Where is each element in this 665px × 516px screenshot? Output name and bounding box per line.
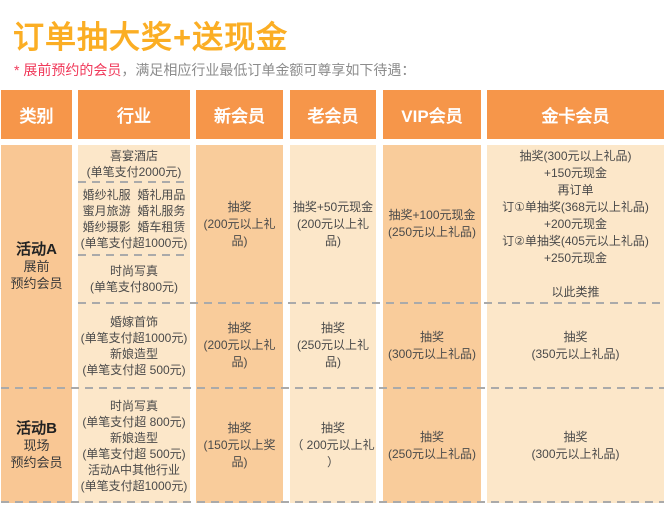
- header-industry: 行业: [78, 90, 190, 139]
- divider-groupA-groupB: [1, 387, 664, 389]
- cell-categoryB: 活动B 现场 预约会员: [10, 420, 63, 470]
- column-bg-old-member: [290, 145, 376, 503]
- page-subtitle: * 展前预约的会员，满足相应行业最低订单金额可尊享如下待遇：: [14, 60, 415, 80]
- cell-A2-old-member: 抽奖 (250元以上礼品): [296, 321, 370, 369]
- page-title: 订单抽大奖+送现金: [13, 20, 289, 55]
- cell-A2-vip-member: 抽奖 (300元以上礼品): [387, 329, 476, 361]
- cell-B-new-member: 抽奖 (150元以上奖品): [203, 421, 276, 469]
- cell-industryA-3: 时尚写真 (单笔支付800元): [89, 264, 178, 294]
- divider-rowA1-rowA2: [78, 302, 664, 304]
- header-new-member: 新会员: [196, 90, 283, 139]
- header-gold-member: 金卡会员: [487, 90, 664, 139]
- cell-A1-gold-member: 抽奖(300元以上礼品) +150元现金 再订单 订①单抽奖(368元以上礼品) +20…: [502, 148, 649, 299]
- header-old-member: 老会员: [290, 90, 376, 139]
- subtitle-rest: ，满足相应行业最低订单金额可尊享如下待遇：: [121, 62, 416, 78]
- cell-A1-old-member: 抽奖+50元现金 (200元以上礼品): [292, 199, 374, 248]
- column-bg-new-member: [196, 145, 283, 503]
- cell-A1-new-member: 抽奖 (200元以上礼品): [203, 199, 276, 248]
- cell-B-vip-member: 抽奖 (250元以上礼品): [387, 429, 476, 461]
- divider-table-bottom: [1, 501, 664, 503]
- divider-industryA-1-2: [78, 181, 190, 183]
- column-bg-industry: [78, 145, 190, 503]
- cell-B-gold-member: 抽奖 (300元以上礼品): [531, 429, 620, 461]
- column-bg-vip-member: [383, 145, 481, 503]
- cell-categoryA: 活动A 展前 预约会员: [10, 241, 63, 291]
- cell-A2-new-member: 抽奖 (200元以上礼品): [203, 321, 276, 369]
- cell-industryA-2: 婚纱礼服 婚礼用品 蜜月旅游 婚礼服务 婚纱摄影 婚车租赁 (单笔支付超1000元): [80, 187, 188, 250]
- header-vip-member: VIP会员: [383, 90, 481, 139]
- cell-A2-gold-member: 抽奖 (350元以上礼品): [531, 329, 620, 361]
- cell-industryA-1: 喜宴酒店 (单笔支付2000元): [86, 148, 182, 179]
- subtitle-highlight: * 展前预约的会员: [14, 62, 122, 78]
- cell-industryB: 时尚写真 (单笔支付超 800元) 新娘造型 (单笔支付超 500元) 活动A中其他行业…: [80, 398, 188, 493]
- cell-industryA-4: 婚嫁首饰 (单笔支付超1000元) 新娘造型 (单笔支付超 500元): [80, 314, 188, 377]
- cell-A1-vip-member: 抽奖+100元现金 (250元以上礼品): [387, 208, 476, 239]
- benefits-table: 类别 行业 新会员 老会员 VIP会员 金卡会员 活动A 展前 预约会员 活动B 现场…: [0, 90, 665, 503]
- divider-industryA-2-3: [78, 254, 190, 256]
- cell-B-old-member: 抽奖（ 200元以上礼 ）: [291, 421, 379, 469]
- header-category: 类别: [1, 90, 72, 139]
- column-bg-gold-member: [487, 145, 664, 503]
- column-bg-category: [1, 145, 72, 503]
